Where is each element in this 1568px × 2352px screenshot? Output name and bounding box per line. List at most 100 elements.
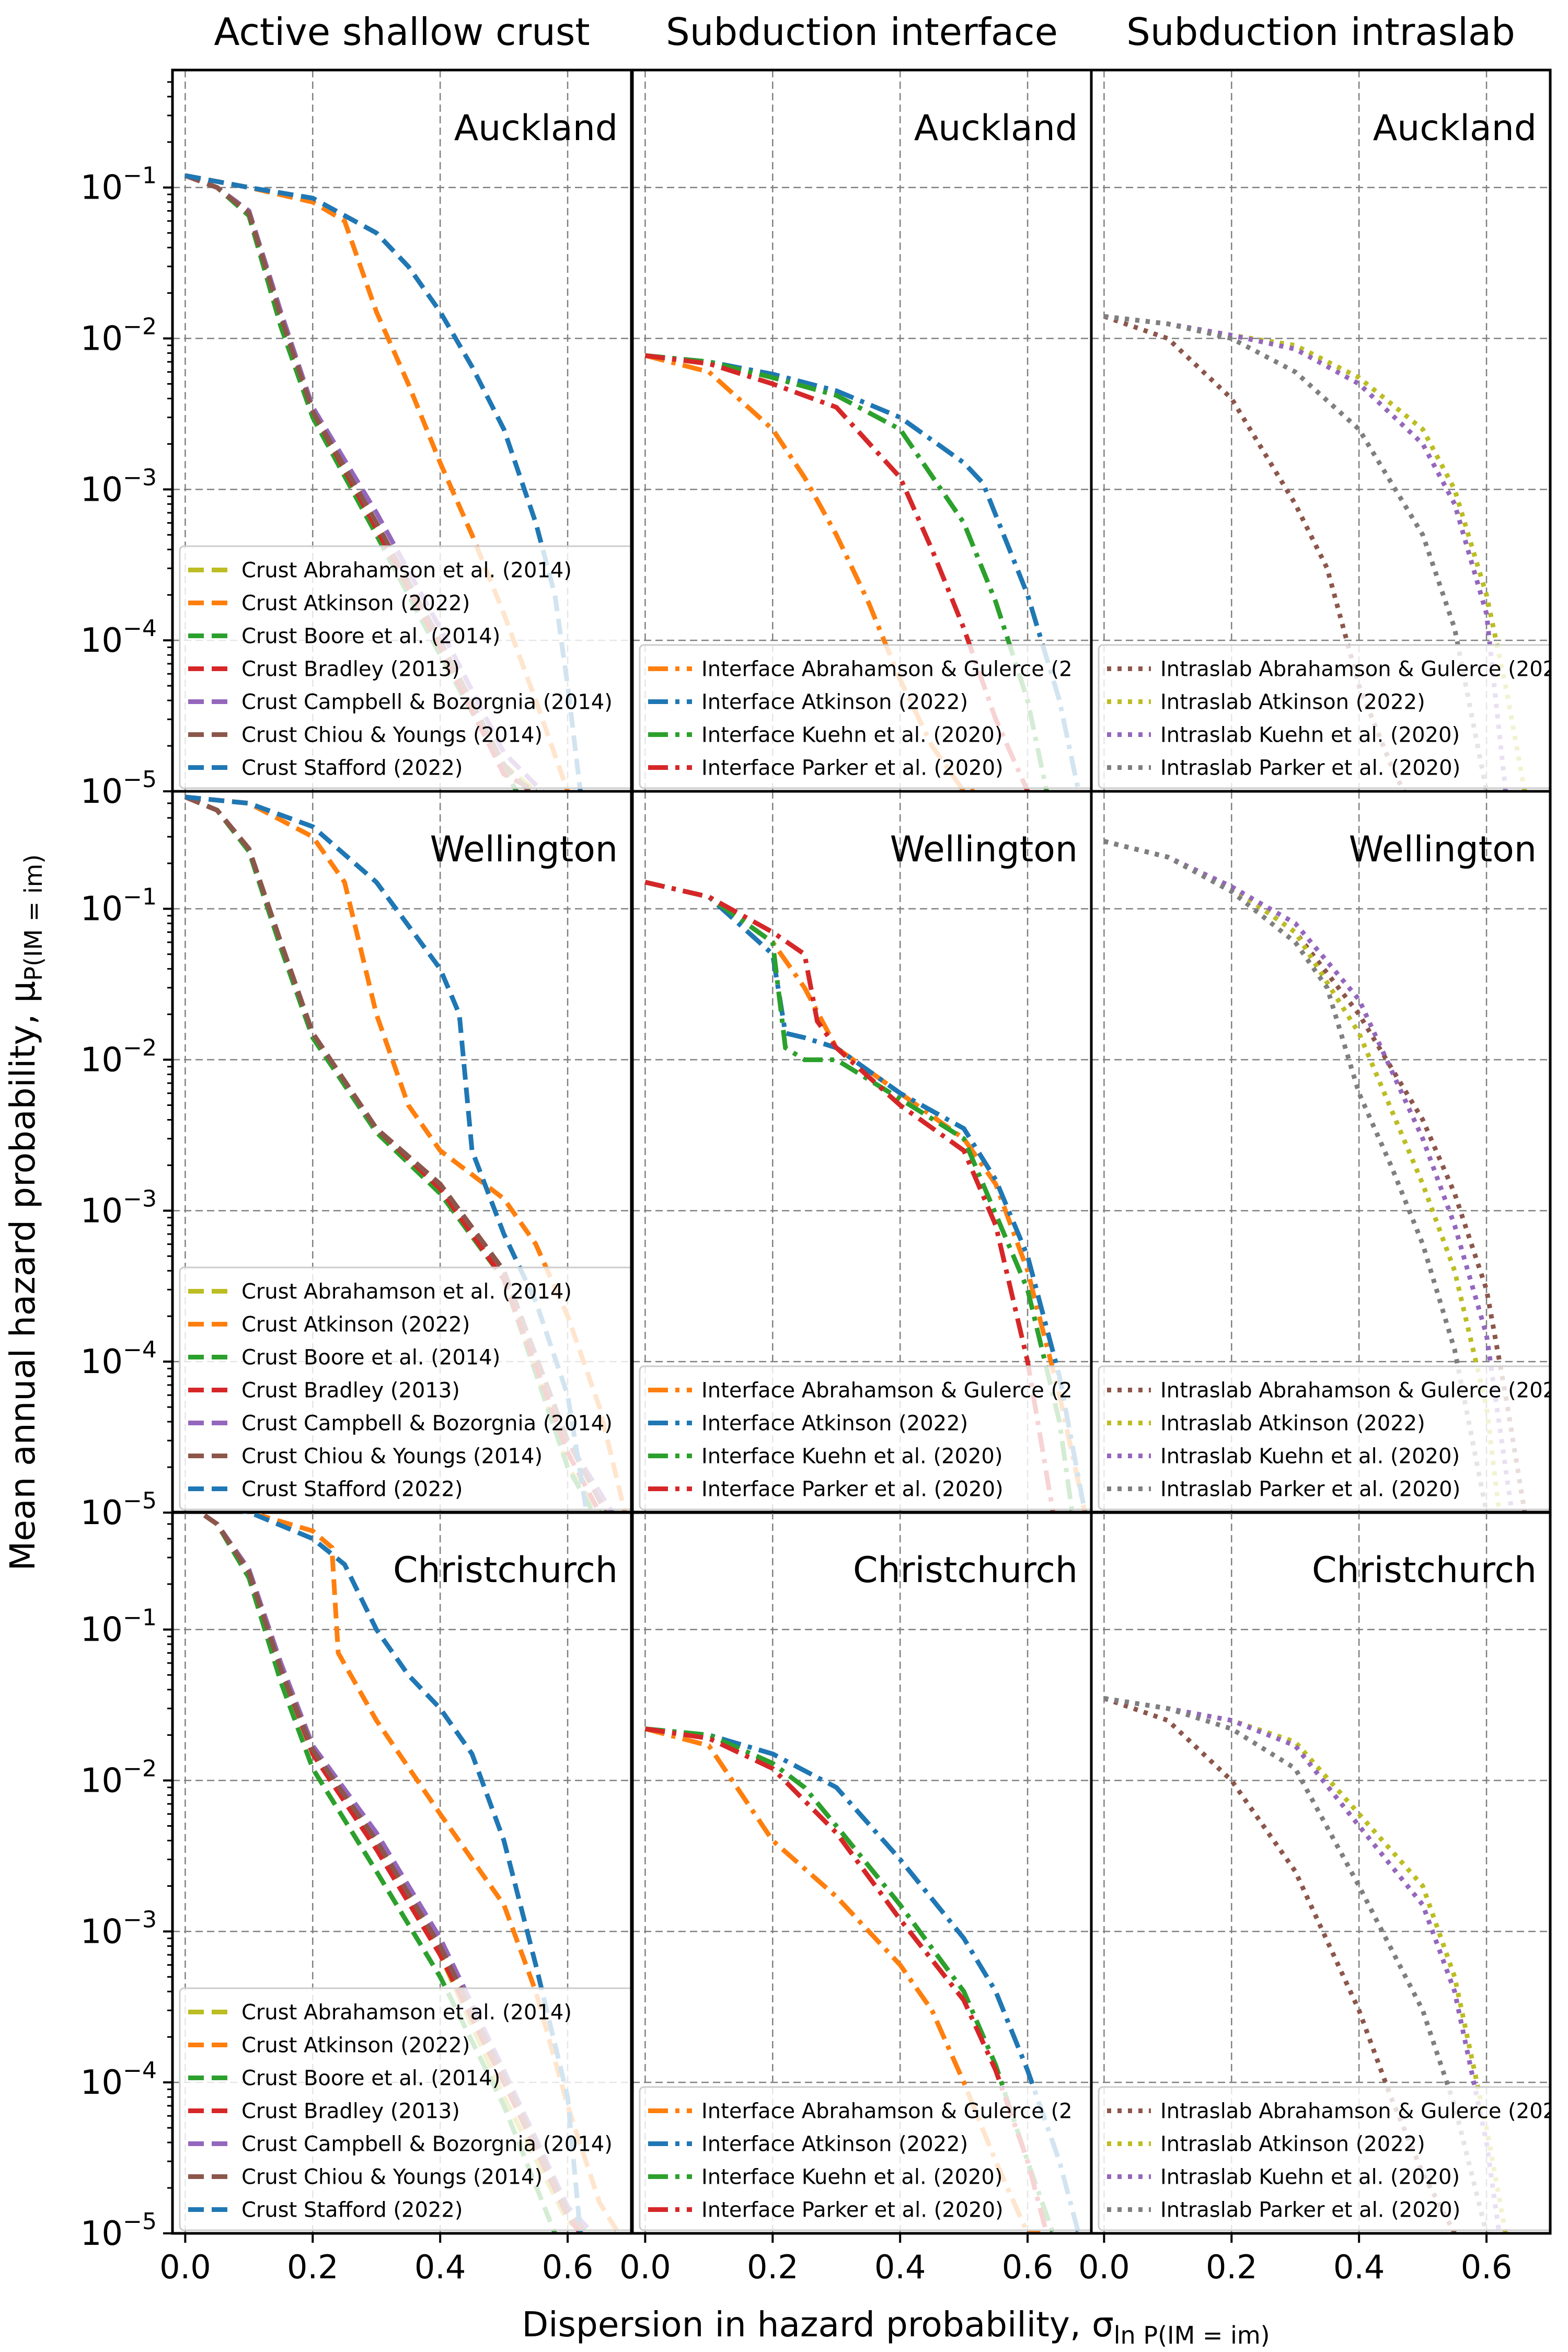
panel-christchurch-2: Intraslab Abrahamson & Gulerce (202 Intra… xyxy=(1078,1511,1556,2286)
location-label: Auckland xyxy=(454,108,618,149)
series-line xyxy=(644,880,1056,1513)
y-tick-label: 10−4 xyxy=(80,1336,157,1381)
panel-auckland-1: Interface Abrahamson & Gulerce (2 Interfa… xyxy=(631,10,1093,793)
legend-clip: Intraslab Abrahamson & Gulerce (202 Intra… xyxy=(1098,2086,1556,2231)
legend-label: Interface Abrahamson & Gulerce (2 xyxy=(701,658,1073,682)
legend-label: Crust Boore et al. (2014) xyxy=(241,1346,500,1370)
legend-label: Intraslab Abrahamson & Gulerce (202 xyxy=(1160,1379,1556,1403)
panel-frame xyxy=(1090,1511,1552,2235)
series-line xyxy=(1103,314,1489,791)
series-line xyxy=(644,880,1075,1513)
legend-label: Crust Chiou & Youngs (2014) xyxy=(241,1445,543,1469)
series-line xyxy=(644,353,977,791)
x-tick-label: 0.2 xyxy=(1206,2248,1258,2286)
legend: Crust Abrahamson et al. (2014) Crust Atki… xyxy=(179,1987,631,2231)
legend-label: Intraslab Parker et al. (2020) xyxy=(1160,2198,1460,2222)
panel-christchurch-0: Crust Abrahamson et al. (2014) Crust Atki… xyxy=(80,1511,633,2286)
legend-label: Crust Boore et al. (2014) xyxy=(241,625,500,649)
series-line xyxy=(644,880,1088,1513)
legend-clip: Interface Abrahamson & Gulerce (2 Interfa… xyxy=(639,1365,1091,1511)
legend-label: Crust Stafford (2022) xyxy=(241,2198,463,2222)
y-tick-label: 10−1 xyxy=(80,163,157,207)
legend-label: Interface Parker et al. (2020) xyxy=(701,1478,1004,1502)
legend-label: Crust Chiou & Youngs (2014) xyxy=(241,723,543,747)
x-tick-label: 0.0 xyxy=(619,2248,671,2286)
y-tick-label: 10−5 xyxy=(80,766,157,811)
legend-label: Crust Abrahamson et al. (2014) xyxy=(241,559,572,583)
legend-label: Interface Atkinson (2022) xyxy=(701,2132,968,2157)
legend-label: Crust Stafford (2022) xyxy=(241,1478,463,1502)
legend: Intraslab Abrahamson & Gulerce (202 Intra… xyxy=(1098,2086,1556,2231)
legend-label: Crust Bradley (2013) xyxy=(241,658,460,682)
location-label: Wellington xyxy=(890,829,1078,870)
legend-label: Crust Abrahamson et al. (2014) xyxy=(241,1280,572,1304)
legend-clip: Crust Abrahamson et al. (2014) Crust Atki… xyxy=(179,545,631,789)
x-tick-label: 0.4 xyxy=(1333,2248,1385,2286)
column-title: Subduction interface xyxy=(666,10,1058,54)
legend-clip: Intraslab Abrahamson & Gulerce (202 Intra… xyxy=(1098,1365,1556,1511)
legend-label: Crust Campbell & Bozorgnia (2014) xyxy=(241,1412,613,1436)
y-tick-label: 10−4 xyxy=(80,615,157,660)
legend-label: Crust Chiou & Youngs (2014) xyxy=(241,2165,543,2189)
legend-box xyxy=(179,1266,631,1511)
legend: Intraslab Abrahamson & Gulerce (202 Intra… xyxy=(1098,1365,1556,1511)
y-axis-label: Mean annual hazard probability, μP(IM = … xyxy=(3,854,48,1571)
legend-box xyxy=(639,2086,1091,2231)
legend-label: Crust Bradley (2013) xyxy=(241,1379,460,1403)
legend-label: Intraslab Abrahamson & Gulerce (202 xyxy=(1160,2100,1556,2124)
y-tick-label: 10−3 xyxy=(80,1906,157,1951)
legend-label: Intraslab Parker et al. (2020) xyxy=(1160,756,1460,780)
series-group xyxy=(1103,839,1527,1513)
x-tick-label: 0.0 xyxy=(159,2248,211,2286)
legend-box xyxy=(1098,2086,1550,2231)
legend-label: Crust Atkinson (2022) xyxy=(241,1313,470,1337)
legend-box xyxy=(179,1987,631,2231)
legend-label: Interface Parker et al. (2020) xyxy=(701,756,1004,780)
legend-clip: Intraslab Abrahamson & Gulerce (202 Intra… xyxy=(1098,644,1550,789)
legend-label: Interface Kuehn et al. (2020) xyxy=(701,2165,1002,2189)
location-label: Wellington xyxy=(430,829,618,870)
legend-clip: Crust Abrahamson et al. (2014) Crust Atki… xyxy=(179,1987,631,2231)
legend-box xyxy=(639,1365,1091,1511)
x-tick-label: 0.2 xyxy=(747,2248,799,2286)
legend-label: Crust Atkinson (2022) xyxy=(241,592,470,616)
location-label: Christchurch xyxy=(853,1550,1078,1591)
x-tick-label: 0.4 xyxy=(874,2248,926,2286)
legend-box xyxy=(1098,1365,1550,1511)
panel-wellington-2: Intraslab Abrahamson & Gulerce (202 Intra… xyxy=(1090,790,1556,1514)
y-tick-label: 10−1 xyxy=(80,884,157,929)
y-tick-label: 10−5 xyxy=(80,2208,157,2253)
legend-label: Crust Stafford (2022) xyxy=(241,756,463,780)
location-label: Auckland xyxy=(1373,108,1537,149)
series-line xyxy=(184,794,608,1513)
legend-label: Crust Bradley (2013) xyxy=(241,2100,460,2124)
panel-auckland-2: Intraslab Abrahamson & Gulerce (202 Intra… xyxy=(1090,10,1552,793)
series-line xyxy=(1103,839,1502,1513)
panel-grid: Crust Abrahamson et al. (2014) Crust Atki… xyxy=(80,10,1556,2286)
legend: Interface Abrahamson & Gulerce (2 Interfa… xyxy=(639,1365,1091,1511)
legend-label: Crust Campbell & Bozorgnia (2014) xyxy=(241,690,613,714)
legend: Interface Abrahamson & Gulerce (2 Interfa… xyxy=(639,644,1091,789)
y-tick-label: 10−2 xyxy=(80,1756,157,1801)
location-label: Christchurch xyxy=(393,1550,618,1591)
legend-label: Crust Atkinson (2022) xyxy=(241,2034,470,2058)
legend-label: Intraslab Atkinson (2022) xyxy=(1160,690,1425,714)
legend: Crust Abrahamson et al. (2014) Crust Atki… xyxy=(179,545,631,789)
column-title: Active shallow crust xyxy=(214,10,590,54)
x-tick-label: 0.6 xyxy=(1002,2248,1054,2286)
legend-label: Intraslab Kuehn et al. (2020) xyxy=(1160,2165,1460,2189)
series-line xyxy=(644,353,1050,791)
series-line xyxy=(644,1726,1056,2233)
legend-label: Interface Abrahamson & Gulerce (2 xyxy=(701,1379,1073,1403)
legend-label: Intraslab Parker et al. (2020) xyxy=(1160,1478,1460,1502)
legend-label: Interface Kuehn et al. (2020) xyxy=(701,723,1002,747)
series-group xyxy=(644,880,1088,1513)
legend-clip: Crust Abrahamson et al. (2014) Crust Atki… xyxy=(179,1266,631,1511)
legend-label: Intraslab Kuehn et al. (2020) xyxy=(1160,723,1460,747)
location-label: Wellington xyxy=(1349,829,1537,870)
legend-label: Interface Parker et al. (2020) xyxy=(701,2198,1004,2222)
series-line xyxy=(1103,839,1527,1513)
series-line xyxy=(1103,839,1515,1513)
series-line xyxy=(644,1726,1041,2233)
